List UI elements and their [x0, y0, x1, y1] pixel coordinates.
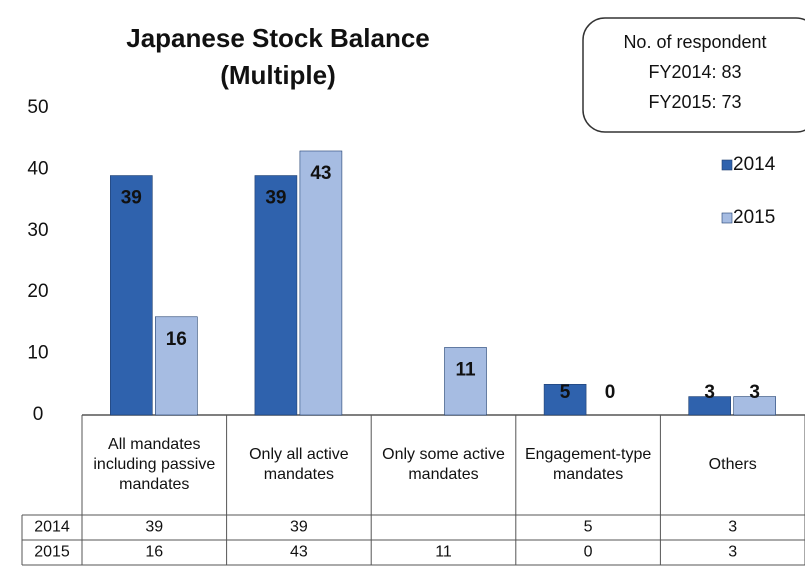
table-cell: 39 [290, 519, 308, 536]
table-cell: 16 [145, 544, 163, 561]
data-label: 39 [265, 188, 286, 209]
bar [254, 175, 298, 416]
y-tick-label: 10 [27, 343, 48, 364]
x-tick-label: Only some active mandates [382, 446, 505, 483]
data-label: 0 [605, 382, 616, 403]
note-line: FY2014: 83 [648, 62, 741, 82]
note-line: FY2015: 73 [648, 92, 741, 112]
y-tick-label: 0 [33, 404, 44, 425]
bar [110, 175, 153, 416]
bar [733, 396, 777, 416]
y-tick-label: 40 [27, 158, 48, 179]
table-cell: 0 [584, 544, 593, 561]
y-tick-label: 20 [27, 281, 48, 302]
y-tick-label: 30 [27, 220, 48, 241]
table-cell: 5 [584, 519, 593, 536]
chart-subtitle: (Multiple) [220, 60, 336, 90]
table-cell: 3 [728, 519, 737, 536]
data-label: 43 [310, 163, 331, 184]
legend-swatch [721, 159, 733, 171]
table-cell: 39 [145, 519, 163, 536]
legend-label: 2014 [733, 154, 776, 175]
table-row-label: 2015 [34, 544, 70, 561]
bar [444, 347, 487, 416]
data-label: 3 [704, 382, 715, 403]
legend-swatch [721, 212, 733, 224]
x-tick-label: All mandates including passive mandates [93, 436, 216, 493]
table-row-label: 2014 [34, 519, 70, 536]
data-label: 3 [749, 382, 760, 403]
x-tick-label: Others [708, 456, 757, 473]
data-label: 11 [455, 359, 476, 380]
note-line: No. of respondent [623, 32, 766, 52]
table-cell: 43 [290, 544, 308, 561]
x-tick-label: Only all active mandates [249, 446, 349, 483]
bar [299, 150, 343, 416]
note-box [582, 17, 805, 133]
data-label: 5 [560, 382, 571, 403]
chart-title: Japanese Stock Balance [126, 23, 430, 53]
bar [155, 316, 198, 416]
table-cell: 11 [435, 544, 452, 561]
bar [688, 396, 732, 416]
data-label: 16 [166, 329, 187, 350]
x-tick-label: Engagement-type mandates [524, 446, 652, 483]
y-tick-label: 50 [27, 97, 48, 118]
legend-label: 2015 [733, 207, 775, 228]
table-cell: 3 [728, 544, 737, 561]
data-label: 39 [121, 188, 142, 209]
bar [543, 383, 587, 416]
